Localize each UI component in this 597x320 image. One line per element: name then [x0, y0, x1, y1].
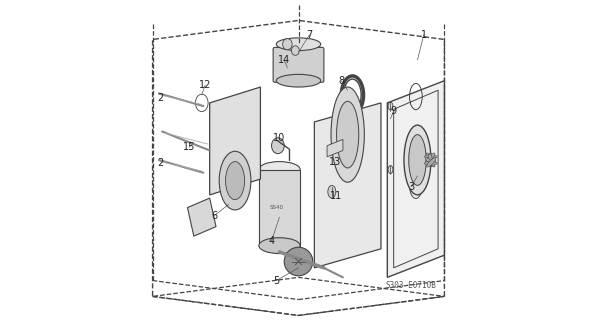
Text: 1: 1 [421, 30, 427, 40]
Text: 11: 11 [331, 191, 343, 202]
Ellipse shape [424, 155, 437, 159]
Ellipse shape [276, 38, 321, 51]
Text: 4: 4 [269, 236, 275, 246]
Ellipse shape [427, 158, 436, 167]
Ellipse shape [388, 102, 393, 110]
Text: 7: 7 [306, 30, 313, 40]
Text: 15: 15 [183, 142, 195, 152]
Ellipse shape [328, 185, 336, 198]
Ellipse shape [424, 161, 437, 165]
Ellipse shape [426, 153, 435, 162]
Text: S303-E0710B: S303-E0710B [386, 281, 436, 290]
Text: 5: 5 [273, 276, 279, 285]
Ellipse shape [282, 39, 292, 50]
Ellipse shape [259, 238, 300, 253]
FancyBboxPatch shape [273, 47, 324, 82]
Text: 10: 10 [273, 133, 285, 143]
Ellipse shape [404, 125, 431, 195]
Ellipse shape [337, 101, 359, 168]
Polygon shape [315, 103, 381, 268]
Text: 14: 14 [278, 55, 290, 65]
Ellipse shape [430, 154, 433, 166]
Ellipse shape [331, 87, 364, 182]
Text: 12: 12 [199, 80, 211, 91]
Ellipse shape [219, 151, 251, 210]
Ellipse shape [226, 162, 245, 200]
Text: 2: 2 [158, 158, 164, 168]
Ellipse shape [388, 165, 393, 173]
Polygon shape [210, 87, 260, 195]
Ellipse shape [276, 74, 321, 87]
Ellipse shape [428, 154, 432, 166]
Text: SS40: SS40 [269, 205, 284, 210]
Text: 8: 8 [338, 76, 344, 86]
Ellipse shape [427, 153, 436, 162]
Ellipse shape [291, 46, 299, 55]
Text: 9: 9 [390, 106, 397, 116]
Ellipse shape [409, 135, 426, 185]
Text: 6: 6 [211, 211, 217, 220]
Ellipse shape [259, 162, 300, 178]
Text: 3: 3 [408, 182, 414, 192]
Polygon shape [187, 198, 216, 236]
Ellipse shape [284, 247, 313, 276]
Polygon shape [327, 140, 343, 157]
Polygon shape [387, 81, 444, 277]
Ellipse shape [426, 158, 435, 167]
Text: 2: 2 [158, 93, 164, 103]
Ellipse shape [272, 138, 284, 154]
Text: 13: 13 [329, 156, 341, 167]
Polygon shape [259, 170, 300, 246]
